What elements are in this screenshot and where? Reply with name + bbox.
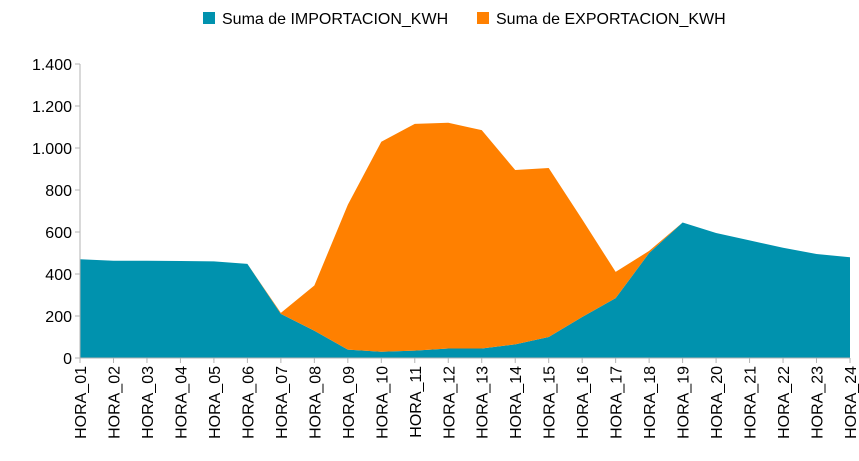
x-tick-label: HORA_24: [843, 366, 859, 439]
x-tick-label: HORA_04: [173, 366, 190, 439]
x-tick-label: HORA_17: [609, 366, 626, 439]
y-tick-label: 600: [45, 225, 72, 242]
x-tick-label: HORA_19: [676, 366, 693, 439]
x-tick-label: HORA_23: [810, 366, 827, 439]
y-tick-label: 200: [45, 309, 72, 326]
x-tick-label: HORA_01: [73, 366, 90, 439]
x-tick-label: HORA_05: [207, 366, 224, 439]
x-tick-label: HORA_06: [240, 366, 257, 439]
x-tick-label: HORA_22: [776, 366, 793, 439]
x-tick-label: HORA_08: [307, 366, 324, 439]
x-tick-label: HORA_10: [374, 366, 391, 439]
x-tick-label: HORA_20: [709, 366, 726, 439]
x-tick-label: HORA_18: [642, 366, 659, 439]
x-tick-label: HORA_21: [743, 366, 760, 439]
x-tick-label: HORA_09: [341, 366, 358, 439]
x-tick-label: HORA_12: [441, 366, 458, 439]
y-tick-label: 400: [45, 267, 72, 284]
legend-label: Suma de EXPORTACION_KWH: [496, 11, 726, 28]
legend-swatch: [203, 12, 215, 24]
y-tick-label: 1.200: [32, 99, 72, 116]
x-tick-label: HORA_03: [140, 366, 157, 439]
legend-swatch: [477, 12, 489, 24]
y-tick-label: 800: [45, 183, 72, 200]
y-tick-label: 1.400: [32, 57, 72, 74]
x-tick-label: HORA_15: [542, 366, 559, 439]
legend-label: Suma de IMPORTACION_KWH: [222, 11, 448, 28]
y-tick-label: 0: [63, 351, 72, 368]
x-tick-label: HORA_16: [575, 366, 592, 439]
y-tick-label: 1.000: [32, 141, 72, 158]
x-tick-label: HORA_13: [475, 366, 492, 439]
area: [80, 122, 850, 352]
x-tick-label: HORA_02: [106, 366, 123, 439]
x-tick-label: HORA_07: [274, 366, 291, 439]
area: [80, 222, 850, 358]
x-tick-label: HORA_11: [408, 366, 425, 438]
x-tick-label: HORA_14: [508, 366, 525, 439]
